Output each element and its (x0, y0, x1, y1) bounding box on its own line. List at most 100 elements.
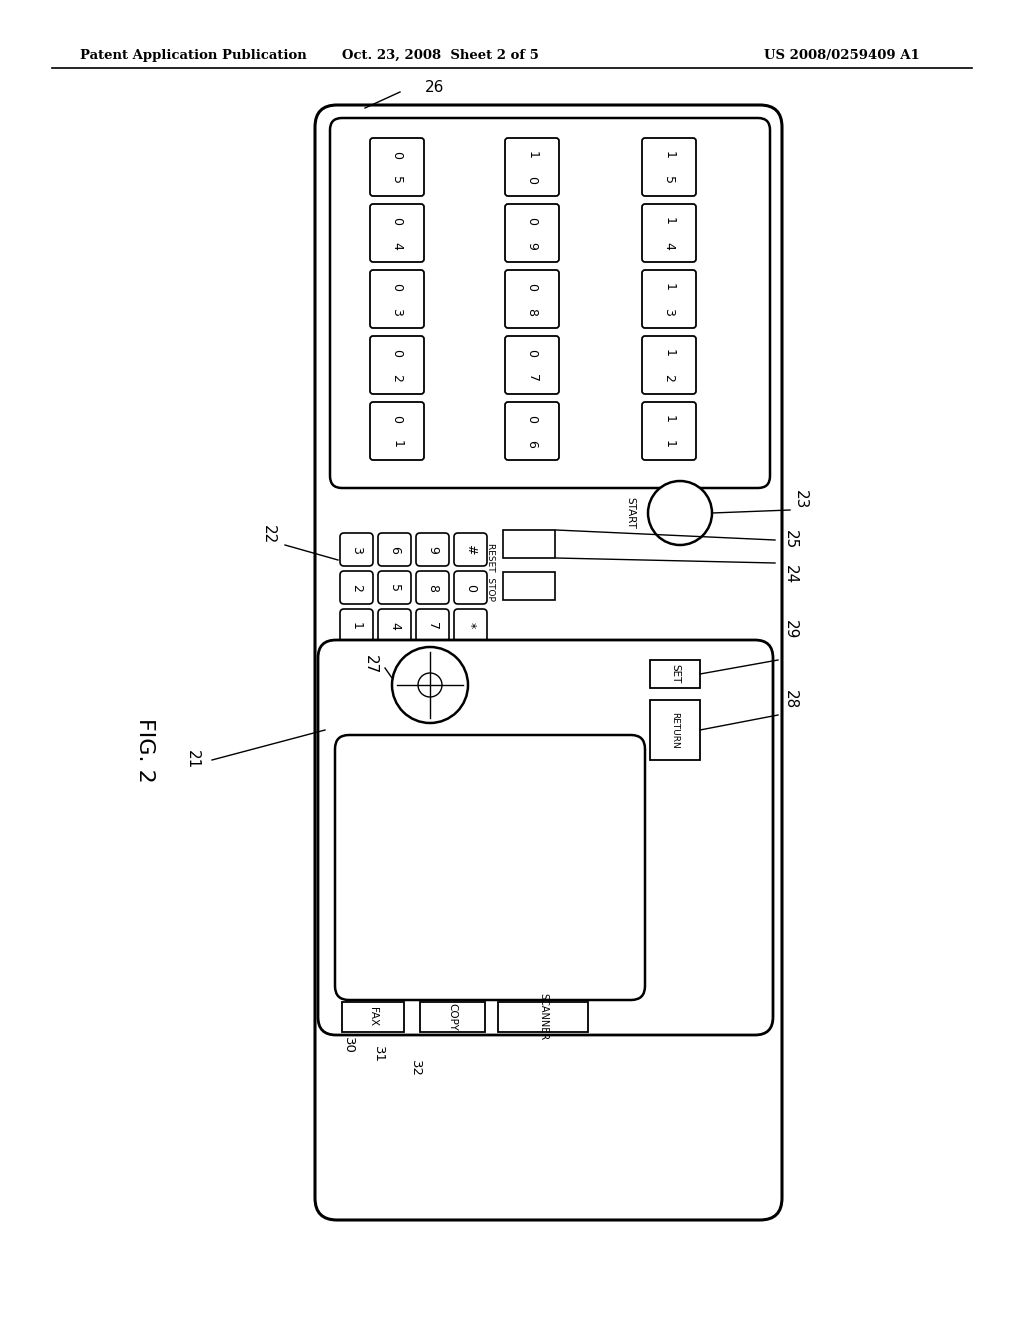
Text: 6: 6 (388, 545, 401, 553)
Text: US 2008/0259409 A1: US 2008/0259409 A1 (764, 49, 920, 62)
FancyBboxPatch shape (416, 572, 449, 605)
Text: 4: 4 (390, 242, 403, 249)
Text: 1: 1 (663, 440, 676, 447)
Text: 2: 2 (663, 374, 676, 381)
Text: 25: 25 (782, 531, 798, 549)
Text: 32: 32 (409, 1060, 422, 1077)
FancyBboxPatch shape (505, 205, 559, 261)
FancyBboxPatch shape (370, 403, 424, 459)
FancyBboxPatch shape (454, 572, 487, 605)
FancyBboxPatch shape (416, 533, 449, 566)
FancyBboxPatch shape (340, 533, 373, 566)
Text: 0: 0 (525, 416, 539, 424)
Text: 6: 6 (525, 440, 539, 447)
FancyBboxPatch shape (378, 533, 411, 566)
Text: 3: 3 (663, 308, 676, 315)
FancyBboxPatch shape (370, 205, 424, 261)
Bar (650, 660, 700, 688)
Text: 0: 0 (525, 350, 539, 358)
Text: 0: 0 (390, 350, 403, 358)
Text: 27: 27 (362, 655, 378, 675)
Text: 29: 29 (782, 620, 798, 640)
Text: FAX: FAX (368, 1007, 378, 1027)
Text: RETURN: RETURN (671, 711, 680, 748)
Text: 21: 21 (184, 750, 200, 770)
FancyBboxPatch shape (378, 572, 411, 605)
Text: 0: 0 (390, 284, 403, 292)
Text: FIG. 2: FIG. 2 (135, 718, 155, 783)
Text: COPY: COPY (447, 1003, 458, 1031)
Text: 1: 1 (663, 350, 676, 358)
Text: 0: 0 (390, 152, 403, 160)
Text: 1: 1 (663, 284, 676, 292)
Text: SET: SET (670, 664, 680, 684)
Text: 8: 8 (426, 583, 439, 591)
Text: RESET  STOP: RESET STOP (485, 543, 495, 601)
Bar (503, 572, 555, 601)
Text: 1: 1 (663, 218, 676, 226)
FancyBboxPatch shape (315, 106, 782, 1220)
Text: 9: 9 (525, 242, 539, 249)
Text: 1: 1 (663, 416, 676, 424)
Text: 28: 28 (782, 690, 798, 710)
Text: 7: 7 (426, 622, 439, 630)
Text: SCANNER: SCANNER (538, 994, 548, 1040)
FancyBboxPatch shape (454, 609, 487, 642)
Text: 3: 3 (350, 545, 362, 553)
Text: 0: 0 (390, 416, 403, 424)
Text: 8: 8 (525, 308, 539, 315)
Text: 0: 0 (525, 284, 539, 292)
FancyBboxPatch shape (370, 271, 424, 327)
Bar (420, 1002, 485, 1032)
FancyBboxPatch shape (318, 640, 773, 1035)
FancyBboxPatch shape (505, 271, 559, 327)
FancyBboxPatch shape (370, 139, 424, 195)
Text: 0: 0 (525, 218, 539, 226)
Text: 0: 0 (525, 176, 539, 183)
FancyBboxPatch shape (505, 403, 559, 459)
Circle shape (648, 480, 712, 545)
FancyBboxPatch shape (378, 609, 411, 642)
Circle shape (418, 673, 442, 697)
FancyBboxPatch shape (642, 337, 696, 393)
Text: *: * (464, 622, 477, 628)
FancyBboxPatch shape (505, 139, 559, 195)
Bar (342, 1002, 404, 1032)
FancyBboxPatch shape (642, 271, 696, 327)
FancyBboxPatch shape (505, 337, 559, 393)
FancyBboxPatch shape (642, 205, 696, 261)
FancyBboxPatch shape (330, 117, 770, 488)
Text: 0: 0 (390, 218, 403, 226)
Text: 0: 0 (464, 583, 477, 591)
Bar (503, 531, 555, 558)
FancyBboxPatch shape (335, 735, 645, 1001)
Text: START: START (625, 498, 635, 529)
Text: 4: 4 (388, 622, 401, 630)
Text: 26: 26 (425, 81, 444, 95)
Text: 9: 9 (426, 545, 439, 553)
Text: 5: 5 (663, 176, 676, 183)
Text: 22: 22 (260, 525, 275, 545)
Bar (650, 700, 700, 760)
Text: 4: 4 (663, 242, 676, 249)
Text: #: # (464, 544, 477, 554)
Text: 30: 30 (341, 1036, 354, 1053)
Text: Patent Application Publication: Patent Application Publication (80, 49, 307, 62)
Text: Oct. 23, 2008  Sheet 2 of 5: Oct. 23, 2008 Sheet 2 of 5 (342, 49, 539, 62)
Circle shape (392, 647, 468, 723)
Text: 2: 2 (350, 583, 362, 591)
Text: 2: 2 (390, 374, 403, 381)
Bar (498, 1002, 588, 1032)
FancyBboxPatch shape (454, 533, 487, 566)
Text: 1: 1 (350, 622, 362, 630)
Text: 3: 3 (390, 308, 403, 315)
Text: 1: 1 (390, 440, 403, 447)
FancyBboxPatch shape (340, 572, 373, 605)
Text: 23: 23 (793, 490, 808, 510)
Text: 5: 5 (388, 583, 401, 591)
FancyBboxPatch shape (370, 337, 424, 393)
FancyBboxPatch shape (340, 609, 373, 642)
FancyBboxPatch shape (642, 403, 696, 459)
FancyBboxPatch shape (642, 139, 696, 195)
FancyBboxPatch shape (416, 609, 449, 642)
